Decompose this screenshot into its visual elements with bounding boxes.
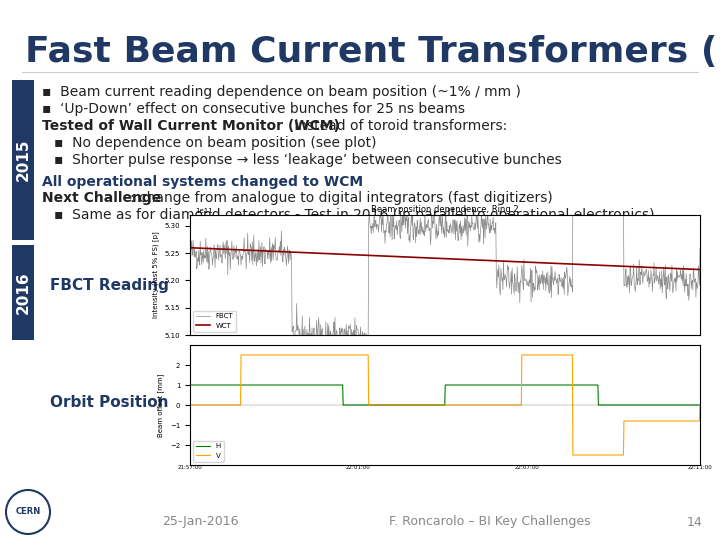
Text: 22:07:00: 22:07:00 — [514, 465, 539, 470]
H — [536, 382, 545, 388]
Text: ▪  No dependence on beam position (see plot): ▪ No dependence on beam position (see pl… — [54, 136, 377, 150]
V — [411, 402, 420, 408]
FBCT — [536, 280, 545, 287]
FBCT — [585, 195, 593, 202]
H — [339, 402, 348, 408]
Text: 22:11:00: 22:11:00 — [688, 465, 712, 470]
Legend: H, V: H, V — [194, 441, 224, 462]
Title: Beam position dependence, Ring 2: Beam position dependence, Ring 2 — [372, 205, 519, 214]
WCT — [593, 262, 601, 268]
WCT — [238, 247, 246, 253]
Text: 1e11: 1e11 — [195, 207, 213, 214]
Text: Tested of Wall Current Monitor (WCM): Tested of Wall Current Monitor (WCM) — [42, 119, 340, 133]
FBCT — [696, 245, 704, 252]
V — [593, 452, 602, 458]
Text: Orbit Position: Orbit Position — [50, 395, 168, 410]
H — [186, 382, 194, 388]
Text: Fast Beam Current Transformers (FBCT): Fast Beam Current Transformers (FBCT) — [25, 35, 720, 69]
FancyBboxPatch shape — [190, 215, 700, 335]
FBCT — [411, 223, 420, 230]
FBCT — [392, 218, 401, 224]
WCT — [536, 259, 544, 266]
FBCT — [320, 358, 328, 365]
H — [411, 402, 420, 408]
Text: 21:57:00: 21:57:00 — [178, 465, 202, 470]
Text: 14: 14 — [687, 516, 703, 529]
Line: H: H — [190, 385, 700, 405]
Line: FBCT: FBCT — [190, 166, 700, 361]
V — [237, 352, 246, 358]
FBCT — [238, 253, 246, 259]
V — [536, 352, 545, 358]
FancyBboxPatch shape — [12, 80, 34, 240]
Text: ▪  ‘Up-Down’ effect on consecutive bunches for 25 ns beams: ▪ ‘Up-Down’ effect on consecutive bunche… — [42, 102, 465, 116]
Text: 22:01:00: 22:01:00 — [346, 465, 371, 470]
V — [392, 402, 401, 408]
FBCT — [571, 163, 580, 170]
Text: 25-Jan-2016: 25-Jan-2016 — [162, 516, 238, 529]
H — [238, 382, 246, 388]
Text: ▪  Same as for diamond detectors - Test in 2016 (in parallel to operational elec: ▪ Same as for diamond detectors - Test i… — [54, 208, 654, 222]
Text: ▪  Shorter pulse response → less ‘leakage’ between consecutive bunches: ▪ Shorter pulse response → less ‘leakage… — [54, 153, 562, 167]
V — [569, 452, 577, 458]
V — [585, 452, 593, 458]
FBCT — [593, 184, 602, 191]
FBCT — [186, 246, 194, 252]
Line: V: V — [190, 355, 700, 455]
WCT — [186, 245, 194, 251]
H — [696, 402, 704, 408]
H — [584, 382, 593, 388]
WCT — [696, 266, 704, 273]
Text: Next Challenge: Next Challenge — [42, 191, 161, 205]
Text: FBCT Reading: FBCT Reading — [50, 278, 169, 293]
V — [696, 402, 704, 408]
WCT — [410, 254, 419, 261]
H — [593, 382, 602, 388]
H — [392, 402, 401, 408]
V — [186, 402, 194, 408]
Y-axis label: Intensity (last 5% FS) [p]: Intensity (last 5% FS) [p] — [153, 232, 159, 319]
FancyBboxPatch shape — [12, 245, 34, 340]
Line: WCT: WCT — [190, 248, 700, 269]
Y-axis label: Beam offset [mm]: Beam offset [mm] — [158, 373, 164, 437]
Text: instead of toroid transformers:: instead of toroid transformers: — [290, 119, 508, 133]
Text: F. Roncarolo – BI Key Challenges: F. Roncarolo – BI Key Challenges — [390, 516, 591, 529]
Text: ▪  Beam current reading dependence on beam position (~1% / mm ): ▪ Beam current reading dependence on bea… — [42, 85, 521, 99]
Legend: FBCT, WCT: FBCT, WCT — [194, 310, 236, 332]
Text: 2016: 2016 — [16, 272, 30, 314]
Text: 2015: 2015 — [16, 139, 30, 181]
WCT — [392, 253, 400, 260]
Text: CERN: CERN — [15, 508, 40, 516]
Text: All operational systems changed to WCM: All operational systems changed to WCM — [42, 175, 363, 189]
WCT — [583, 261, 592, 268]
Text: : change from analogue to digital integrators (fast digitizers): : change from analogue to digital integr… — [130, 191, 553, 205]
V — [238, 352, 247, 358]
